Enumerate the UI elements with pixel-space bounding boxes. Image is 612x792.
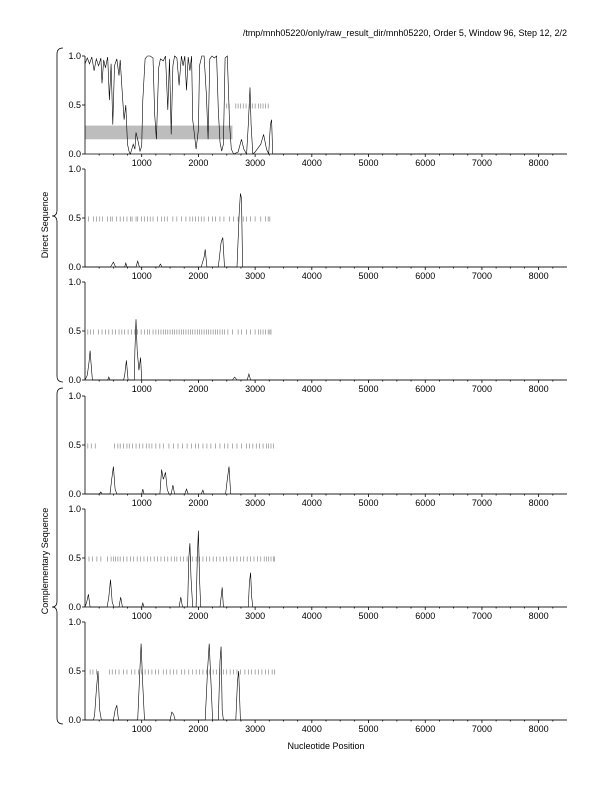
x-tick-label: 3000 (245, 158, 265, 168)
y-tick-label: 0.0 (68, 602, 81, 612)
x-tick-label: 5000 (359, 158, 379, 168)
y-tick-label: 1.0 (68, 391, 81, 401)
x-tick-label: 6000 (415, 498, 435, 508)
x-tick-label: 8000 (529, 384, 549, 394)
y-tick-label: 0.0 (68, 489, 81, 499)
x-tick-label: 7000 (472, 158, 492, 168)
x-tick-label: 4000 (302, 384, 322, 394)
x-tick-label: 6000 (415, 724, 435, 734)
panel-4: 0.0 0.5 1.0 1000 2000 3000 4000 5000 6000 7000 800… (68, 391, 567, 508)
x-tick-label: 2000 (188, 498, 208, 508)
probability-trace (84, 55, 567, 156)
x-tick-label: 7000 (472, 498, 492, 508)
y-tick-label: 1.0 (68, 277, 81, 287)
shaded-band (85, 125, 233, 140)
x-tick-label: 4000 (302, 724, 322, 734)
y-tick-label: 0.0 (68, 262, 81, 272)
x-tick-label: 2000 (188, 611, 208, 621)
x-tick-label: 3000 (245, 271, 265, 281)
x-tick-label: 7000 (472, 611, 492, 621)
x-tick-label: 5000 (359, 271, 379, 281)
y-tick-label: 1.0 (68, 617, 81, 627)
x-tick-label: 8000 (529, 158, 549, 168)
y-tick-label: 0.5 (68, 666, 81, 676)
probability-trace (85, 643, 567, 721)
x-tick-label: 7000 (472, 724, 492, 734)
x-tick-label: 3000 (245, 498, 265, 508)
probability-trace (85, 193, 567, 268)
x-tick-label: 3000 (245, 724, 265, 734)
y-tick-label: 0.5 (68, 213, 81, 223)
x-tick-label: 8000 (529, 724, 549, 734)
probability-trace (84, 530, 567, 608)
y-tick-label: 0.5 (68, 440, 81, 450)
x-tick-label: 5000 (359, 384, 379, 394)
panel-1: 0.0 0.5 1.0 1000 2000 3000 4000 5000 6000 7000 800… (68, 51, 567, 168)
x-tick-label: 8000 (529, 611, 549, 621)
x-tick-label: 5000 (359, 498, 379, 508)
x-tick-label: 5000 (359, 611, 379, 621)
x-tick-label: 8000 (529, 271, 549, 281)
y-tick-label: 0.0 (68, 375, 81, 385)
x-tick-label: 2000 (188, 158, 208, 168)
probability-trace (84, 319, 567, 381)
x-tick-label: 1000 (132, 724, 152, 734)
x-axis-label: Nucleotide Position (287, 741, 364, 751)
x-tick-label: 7000 (472, 271, 492, 281)
panel-6: 0.0 0.5 1.0 1000 2000 3000 4000 5000 6000 7000 800… (68, 617, 567, 734)
x-tick-label: 2000 (188, 271, 208, 281)
panels: 0.0 0.5 1.0 1000 2000 3000 4000 5000 6000 7000 800… (68, 51, 567, 734)
panel-5: 0.0 0.5 1.0 1000 2000 3000 4000 5000 6000 7000 800… (68, 504, 567, 621)
x-tick-label: 3000 (245, 384, 265, 394)
x-tick-label: 4000 (302, 498, 322, 508)
x-tick-label: 6000 (415, 611, 435, 621)
x-tick-label: 4000 (302, 271, 322, 281)
x-tick-label: 8000 (529, 498, 549, 508)
panel-2: 0.0 0.5 1.0 1000 2000 3000 4000 5000 6000 7000 800… (68, 164, 567, 281)
x-tick-label: 3000 (245, 611, 265, 621)
panel-3: 0.0 0.5 1.0 1000 2000 3000 4000 5000 6000 7000 800… (68, 277, 567, 394)
y-tick-label: 1.0 (68, 504, 81, 514)
x-tick-label: 1000 (132, 158, 152, 168)
x-tick-label: 1000 (132, 498, 152, 508)
x-tick-label: 6000 (415, 158, 435, 168)
direct-sequence-label: Direct Sequence (40, 192, 50, 259)
x-tick-label: 1000 (132, 384, 152, 394)
x-tick-label: 4000 (302, 611, 322, 621)
probability-trace (85, 466, 567, 495)
x-tick-label: 6000 (415, 384, 435, 394)
x-tick-label: 1000 (132, 611, 152, 621)
direct-brace-icon (51, 47, 64, 383)
y-tick-label: 0.5 (68, 326, 81, 336)
x-tick-label: 2000 (188, 724, 208, 734)
x-tick-label: 2000 (188, 384, 208, 394)
x-tick-label: 4000 (302, 158, 322, 168)
x-tick-label: 7000 (472, 384, 492, 394)
y-tick-label: 0.5 (68, 553, 81, 563)
complementary-sequence-label: Complementary Sequence (40, 508, 50, 615)
figure-title: /tmp/mnh05220/only/raw_result_dir/mnh052… (243, 28, 567, 38)
y-tick-label: 1.0 (68, 51, 81, 61)
y-tick-label: 0.0 (68, 149, 81, 159)
complementary-brace-icon (51, 387, 64, 725)
y-tick-label: 0.0 (68, 715, 81, 725)
x-tick-label: 5000 (359, 724, 379, 734)
x-tick-label: 1000 (132, 271, 152, 281)
y-tick-label: 0.5 (68, 100, 81, 110)
y-tick-label: 1.0 (68, 164, 81, 174)
x-tick-label: 6000 (415, 271, 435, 281)
